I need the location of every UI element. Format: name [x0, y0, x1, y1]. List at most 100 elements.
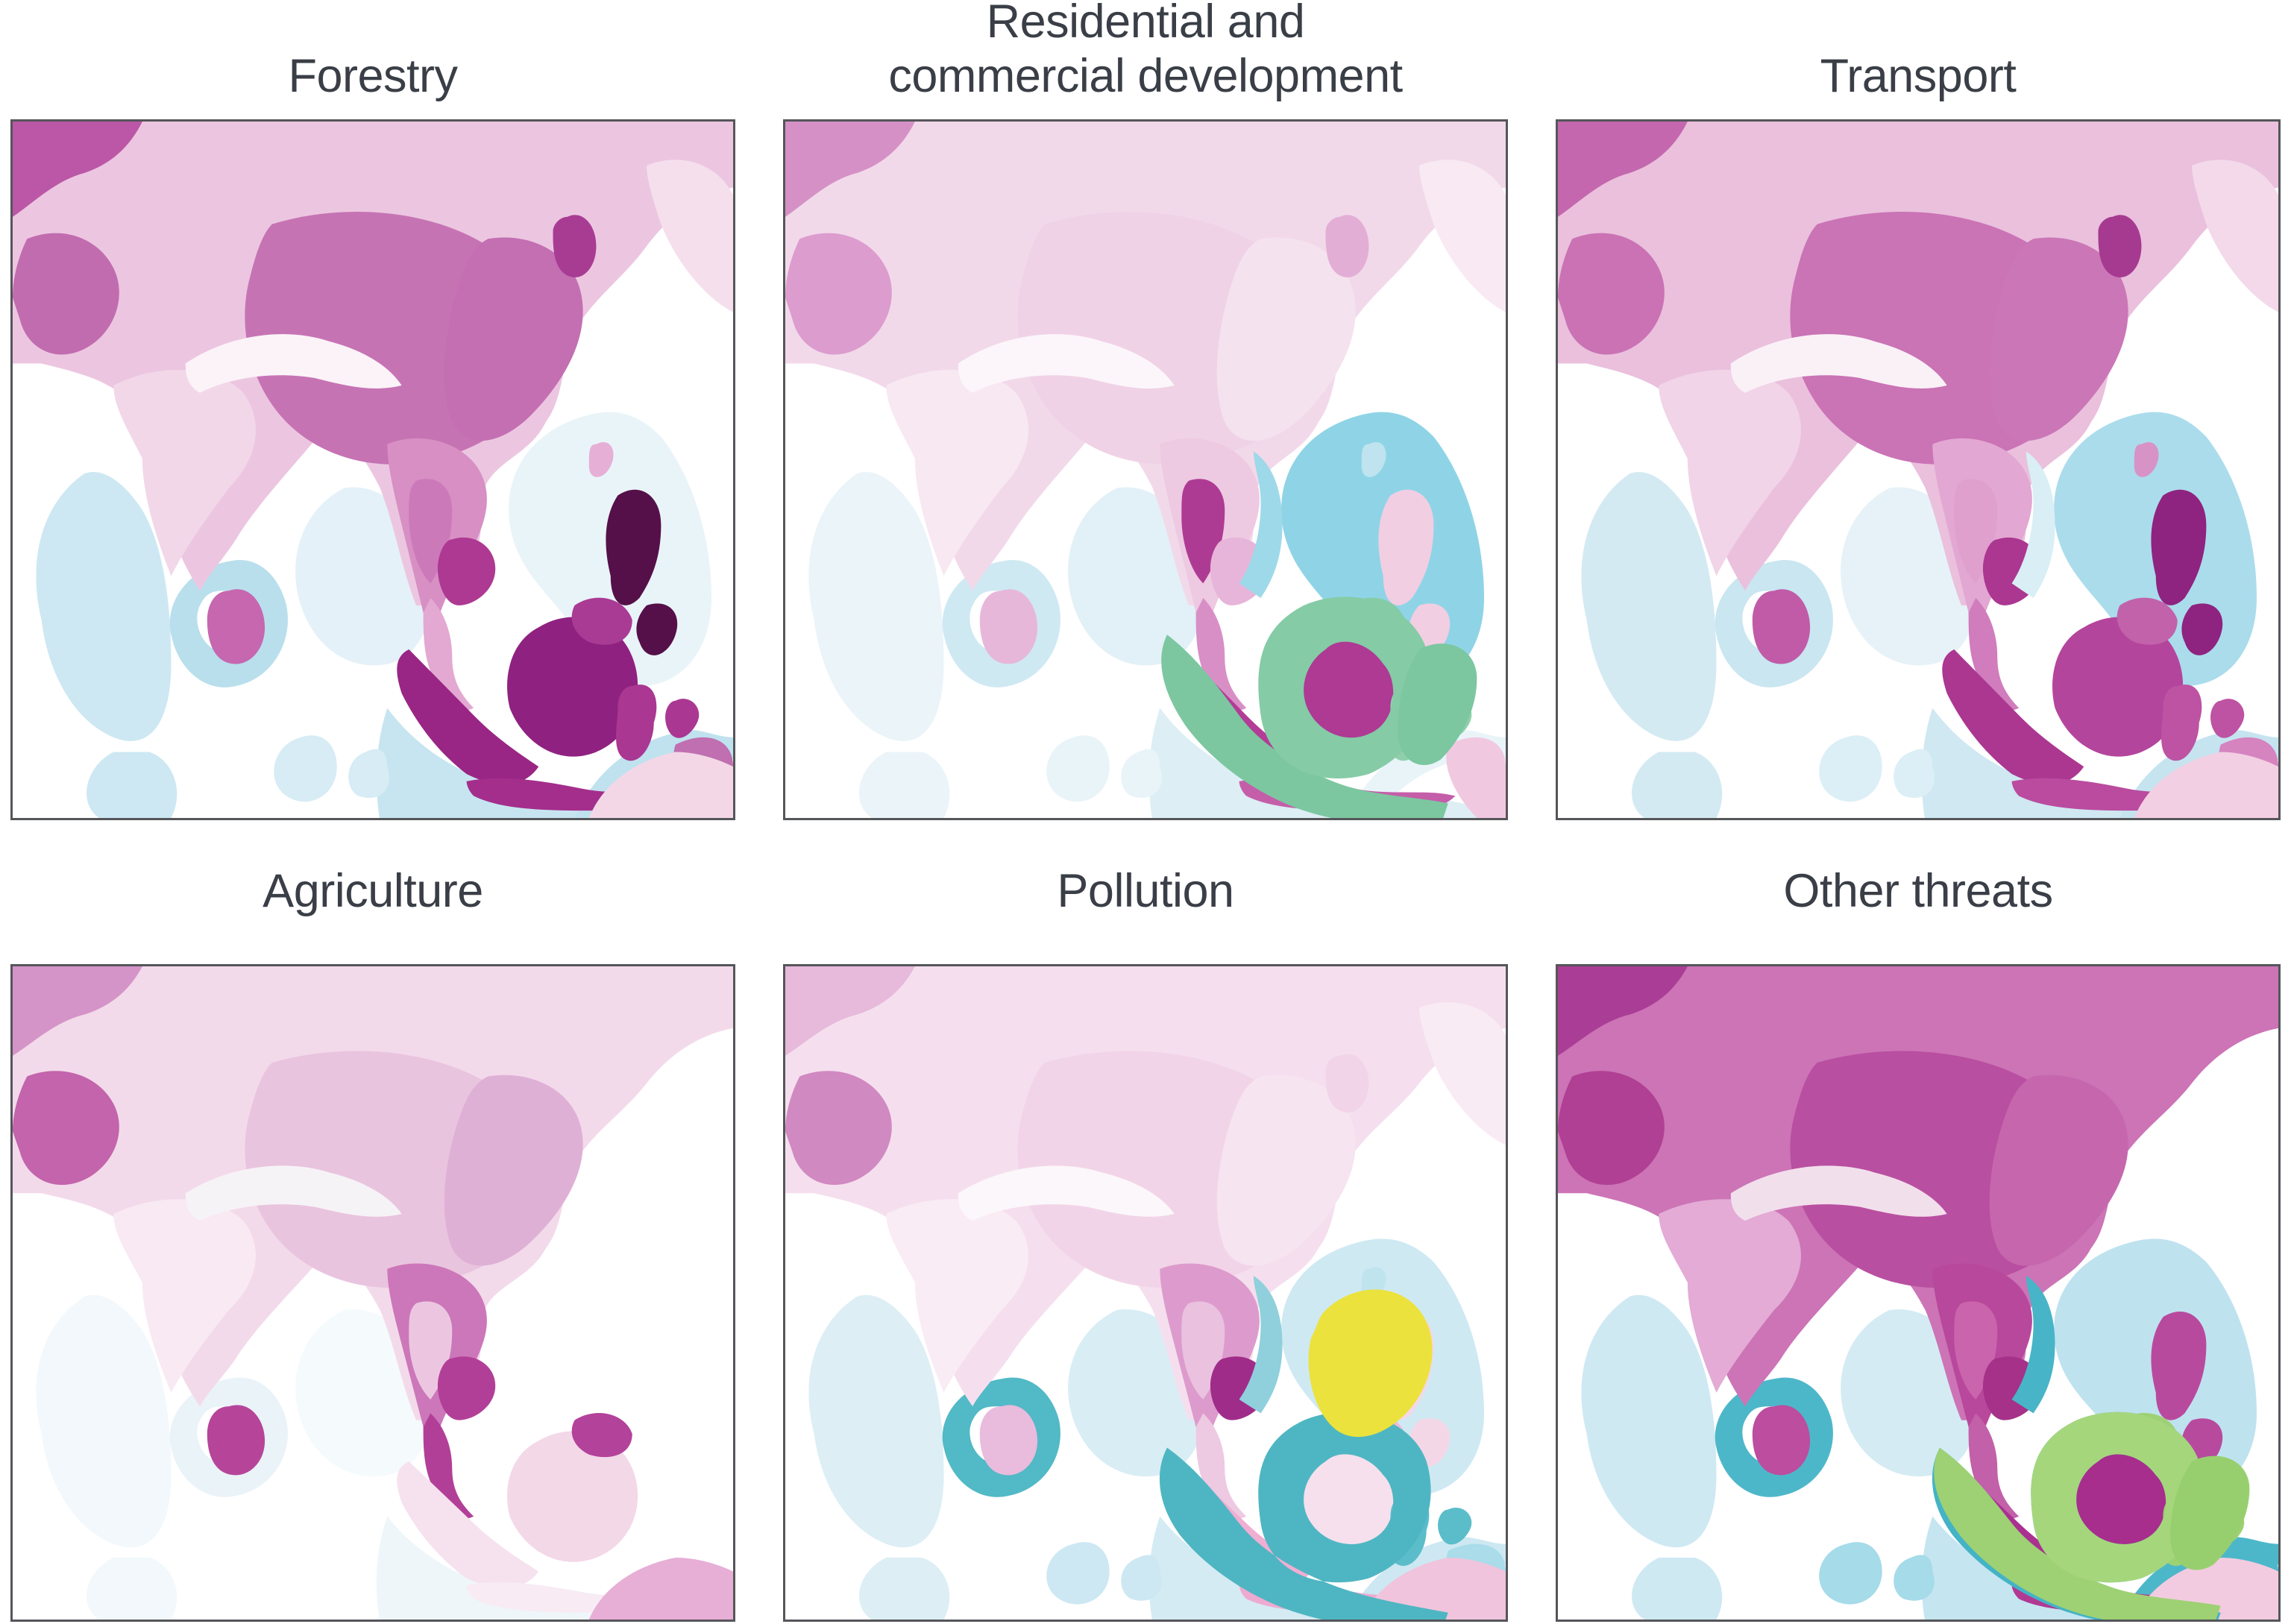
map-panel-forestry: Forestry [10, 0, 735, 822]
region-coastal-green-sumatra-java [1934, 1447, 2221, 1620]
map-canvas-forestry [13, 122, 733, 818]
region-himalaya-arc [958, 1165, 1175, 1221]
region-japan [647, 160, 733, 312]
region-sea-arabian-blobs [36, 1294, 177, 1620]
region-vietnam-coast-band [1239, 1275, 1283, 1414]
region-central-asia-patch [785, 122, 915, 217]
region-sea-south-of-java-band [1148, 1516, 1506, 1620]
region-philippines [2151, 1312, 2223, 1467]
region-coastal-green-east-indonesia [1398, 643, 1477, 766]
region-sri-lanka [979, 1405, 1038, 1476]
map-canvas-residential [785, 122, 1506, 818]
region-sea-indian-ocean-dots [1819, 1542, 1935, 1605]
region-borneo-north-patch [571, 597, 632, 645]
region-india-interior [1659, 1199, 1801, 1393]
region-sri-lanka [207, 1405, 265, 1476]
map-panel-agriculture: Agriculture [10, 822, 735, 1624]
region-east-china [1216, 237, 1356, 441]
region-vietnam-coast-band [1239, 451, 1283, 599]
region-borneo [507, 1431, 638, 1562]
region-korea-patch [2098, 215, 2142, 278]
region-australia-corner [2134, 752, 2278, 818]
region-himalaya-arc [1730, 334, 1947, 393]
region-sea-south-of-java-band [376, 708, 733, 818]
region-cambodia-patch [437, 1356, 496, 1420]
region-sea-south-of-java-band [1148, 708, 1506, 818]
panel-title: Transport [1820, 49, 2017, 102]
region-sea-sri-lanka-ring [169, 1377, 288, 1497]
region-japan [2192, 160, 2278, 312]
region-east-china [1989, 237, 2128, 441]
region-sulawesi-maluku [2161, 684, 2245, 761]
region-central-asia-patch [1558, 966, 1688, 1056]
region-sea-sri-lanka-ring [942, 1377, 1060, 1497]
map-frame [783, 964, 1508, 1622]
region-borneo [507, 617, 638, 757]
region-sumatra [397, 649, 539, 784]
region-pollution-yellow-zone [1308, 1289, 1433, 1438]
region-india-interior [113, 1199, 256, 1393]
region-sea-south-of-java-band [1921, 708, 2278, 818]
region-east-china [444, 1074, 583, 1266]
region-sea-sri-lanka-ring [1715, 1377, 1833, 1497]
region-borneo-north-patch [571, 1412, 632, 1458]
map-canvas-other_threats [1558, 966, 2278, 1620]
region-sulawesi-maluku [616, 684, 700, 761]
region-pakistan-patch [1558, 233, 1665, 355]
region-sumatra [397, 1461, 539, 1588]
region-himalaya-arc [958, 334, 1175, 393]
panel-title: Pollution [1057, 864, 1234, 917]
region-central-asia-patch [785, 966, 915, 1056]
region-sea-arabian-blobs [36, 471, 177, 818]
region-pakistan-patch [1558, 1071, 1665, 1186]
panel-title: Other threats [1783, 864, 2053, 917]
region-east-china [444, 237, 583, 441]
region-sri-lanka [979, 589, 1038, 664]
map-panel-residential: Residential and commercial development [783, 0, 1508, 822]
region-korea-patch [1325, 1054, 1369, 1113]
map-canvas-agriculture [13, 966, 733, 1620]
region-himalaya-arc [1730, 1165, 1947, 1221]
region-taiwan [2134, 441, 2159, 477]
region-sea-arabian-blobs [808, 1294, 950, 1620]
region-vietnam-coast-band [2011, 1275, 2055, 1414]
region-sea-indian-ocean-dots [274, 735, 389, 802]
region-pakistan-patch [785, 233, 892, 355]
region-borneo-north-patch [2116, 597, 2178, 645]
region-taiwan [1361, 441, 1386, 477]
region-coastal-green-borneo-ring [1258, 597, 1431, 778]
region-vietnam-coast-band [2011, 451, 2055, 599]
region-sea-sri-lanka-ring [942, 559, 1060, 687]
region-sri-lanka [207, 589, 265, 664]
map-frame [10, 964, 735, 1622]
region-himalaya-arc [185, 1165, 402, 1221]
panel-title: Residential and commercial development [888, 0, 1403, 102]
region-taiwan [588, 441, 614, 477]
region-pakistan-patch [785, 1071, 892, 1186]
region-pakistan-patch [13, 233, 119, 355]
region-philippines [606, 489, 678, 655]
region-korea-patch [1325, 215, 1369, 278]
map-frame [10, 119, 735, 820]
region-cambodia-patch [437, 537, 496, 605]
region-japan [1419, 160, 1506, 312]
region-himalaya-arc [185, 334, 402, 393]
region-philippines [1378, 489, 1451, 655]
region-coastal-green-borneo-ring [2031, 1411, 2204, 1583]
region-sri-lanka [1752, 589, 1811, 664]
region-india-interior [113, 369, 256, 576]
region-east-china [1989, 1074, 2128, 1266]
region-sea-indian-ocean-dots [1819, 735, 1935, 802]
region-coastal-green-east-indonesia [2170, 1455, 2250, 1570]
region-sea-south-of-java-band [376, 1516, 733, 1620]
region-philippines [2151, 489, 2223, 655]
region-central-asia-patch [13, 966, 142, 1056]
region-coastal-teal-overlay [1159, 1411, 1448, 1620]
map-frame [1556, 964, 2281, 1622]
panel-title: Agriculture [263, 864, 483, 917]
region-sri-lanka [1752, 1405, 1811, 1476]
panel-title: Forestry [288, 49, 458, 102]
region-india-interior [886, 1199, 1028, 1393]
region-sea-arabian-blobs [1581, 1294, 1723, 1620]
